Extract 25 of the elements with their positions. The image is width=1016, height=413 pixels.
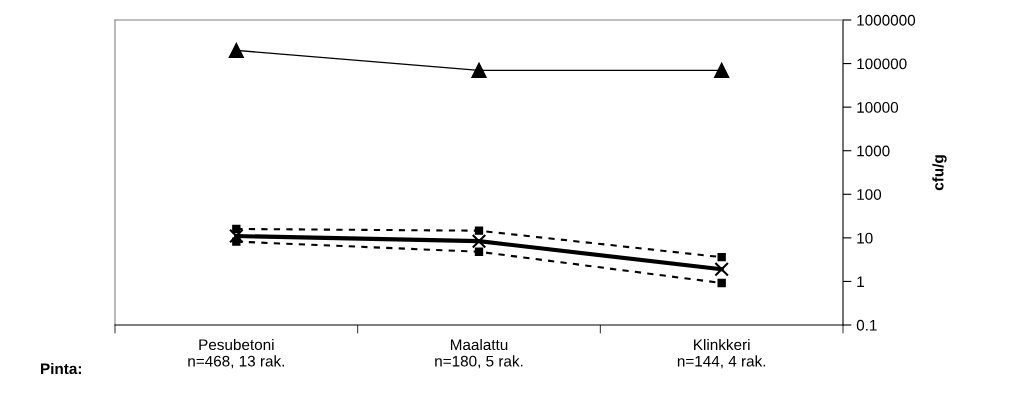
point bbox=[228, 42, 244, 59]
point bbox=[717, 253, 726, 262]
y-tick-label: 10 bbox=[857, 232, 873, 244]
point bbox=[471, 233, 487, 249]
y-tick-label: 0.1 bbox=[856, 319, 877, 331]
y-tick-label: 100 bbox=[857, 189, 882, 200]
x-tick-label: Klinkkeri n=144, 4 rak. bbox=[677, 338, 766, 369]
text: Pinta: bbox=[41, 362, 81, 375]
y-tick-label: 100000 bbox=[857, 58, 907, 70]
y-tick-label: 1 bbox=[857, 276, 864, 287]
x-tick-label: Pesubetoni n=468, 13 rak. bbox=[188, 338, 284, 369]
point bbox=[232, 224, 241, 234]
y-tick-label: 10000 bbox=[857, 102, 899, 113]
point bbox=[474, 226, 484, 235]
point bbox=[474, 247, 484, 256]
y-axis-title: cfu/g bbox=[932, 155, 947, 191]
y-tick-label: 1000000 bbox=[857, 14, 916, 26]
y-tick-label: 1000 bbox=[857, 145, 890, 157]
point bbox=[232, 237, 241, 246]
point bbox=[714, 261, 729, 277]
x-tick-label: Maalattu n=180, 5 rak. bbox=[435, 338, 523, 369]
point bbox=[714, 62, 730, 78]
point bbox=[229, 228, 244, 244]
point bbox=[471, 62, 487, 78]
point bbox=[717, 278, 726, 288]
